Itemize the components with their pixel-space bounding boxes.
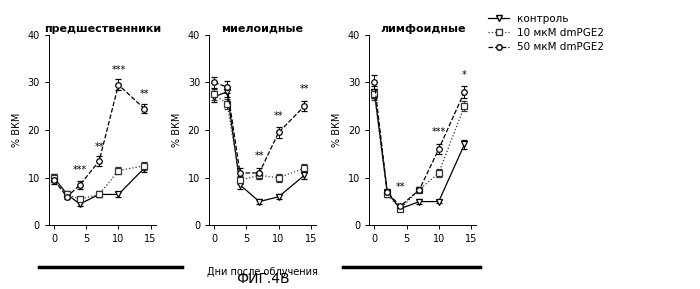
Title: лимфоидные: лимфоидные — [380, 24, 466, 34]
Text: **: ** — [274, 110, 284, 121]
Y-axis label: % ВКМ: % ВКМ — [12, 113, 22, 147]
Text: *: * — [462, 70, 467, 80]
Title: миелоидные: миелоидные — [221, 24, 304, 34]
Text: ***: *** — [73, 165, 87, 175]
Text: ФИГ.4В: ФИГ.4В — [236, 272, 289, 286]
Text: **: ** — [300, 84, 309, 94]
Y-axis label: % ВКМ: % ВКМ — [332, 113, 342, 147]
Text: **: ** — [139, 89, 149, 99]
Title: предшественники: предшественники — [44, 24, 161, 34]
Text: ***: *** — [432, 127, 446, 137]
Y-axis label: % ВКМ: % ВКМ — [172, 113, 182, 147]
Text: Дни после облучения: Дни после облучения — [207, 267, 318, 277]
Text: **: ** — [94, 142, 104, 151]
Text: **: ** — [395, 182, 405, 192]
Legend: контроль, 10 мкМ dmPGE2, 50 мкМ dmPGE2: контроль, 10 мкМ dmPGE2, 50 мкМ dmPGE2 — [488, 14, 604, 52]
Text: ***: *** — [111, 65, 125, 75]
Text: **: ** — [255, 151, 264, 161]
